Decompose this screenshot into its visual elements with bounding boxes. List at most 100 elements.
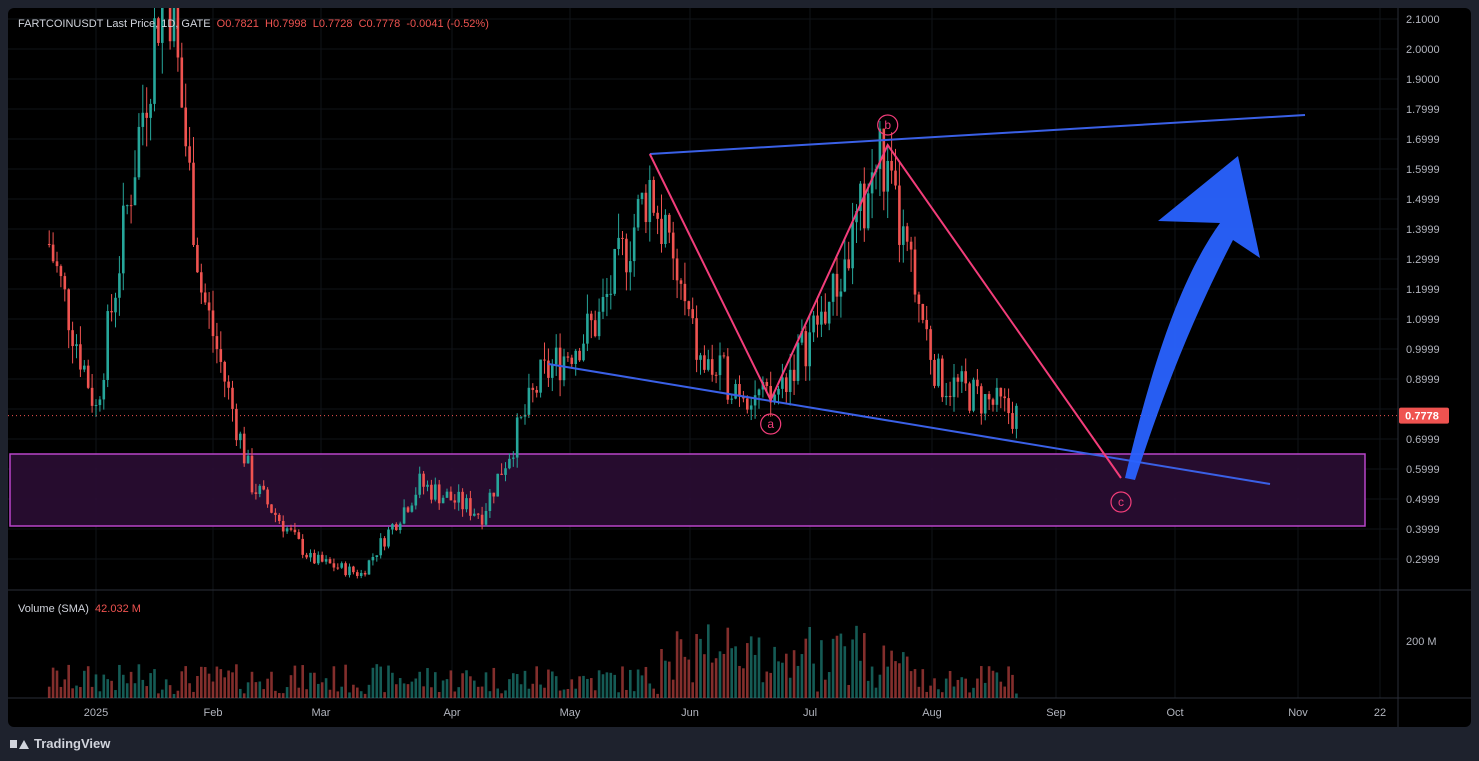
candle-body	[192, 162, 195, 245]
candle-body	[769, 385, 772, 403]
price-tick-label: 1.2999	[1406, 254, 1440, 266]
volume-bar	[242, 693, 246, 698]
candle-body	[785, 377, 788, 392]
time-tick-label: Jul	[803, 707, 817, 719]
candle-body	[519, 416, 523, 418]
volume-bar	[820, 640, 823, 698]
volume-bar	[137, 664, 141, 698]
candle-body	[960, 371, 964, 382]
time-tick-label: Feb	[204, 707, 223, 719]
volume-bar	[714, 658, 718, 698]
tradingview-brand[interactable]: TradingView	[10, 736, 110, 751]
volume-bar	[188, 683, 191, 698]
candle-body	[972, 379, 975, 411]
volume-bar	[141, 679, 145, 698]
volume-bar	[344, 664, 347, 698]
candle-body	[106, 311, 109, 380]
candle-body	[398, 523, 402, 531]
volume-bar	[944, 678, 948, 698]
candle-body	[882, 128, 886, 192]
candle-body	[125, 205, 129, 207]
volume-bar	[500, 693, 503, 698]
candle-body	[348, 566, 351, 576]
volume-bar	[149, 673, 152, 698]
candle-body	[816, 315, 819, 325]
price-tick-label: 0.2999	[1406, 554, 1440, 566]
volume-bar	[1007, 666, 1010, 698]
candle-body	[835, 273, 839, 297]
time-tick-label: Nov	[1288, 707, 1308, 719]
candle-body	[67, 289, 70, 331]
candle-body	[75, 344, 78, 347]
candle-body	[157, 18, 160, 43]
candle-body	[242, 433, 246, 464]
price-tick-label: 1.5999	[1406, 164, 1440, 176]
candle-body	[363, 572, 367, 575]
candle-body	[913, 249, 917, 295]
volume-bar	[960, 677, 964, 698]
candle-body	[742, 396, 745, 399]
candle-body	[675, 258, 679, 281]
volume-bar	[504, 690, 507, 698]
volume-bar	[211, 681, 215, 698]
volume-bar	[968, 692, 971, 698]
candle-body	[235, 408, 238, 441]
volume-bar	[925, 691, 928, 698]
candle-body	[995, 387, 999, 405]
candle-body	[952, 377, 956, 398]
chart-canvas[interactable]: 0.7778 2.1000 2.0000 1.9000 1.7999 1.6999 1.59…	[8, 8, 1471, 727]
volume-bar	[851, 639, 854, 698]
candle-body	[227, 381, 230, 388]
volume-bar	[796, 665, 800, 698]
candle-body	[426, 484, 429, 487]
candle-body	[293, 529, 297, 533]
candle-body	[929, 329, 932, 360]
volume-bar	[761, 682, 765, 698]
time-tick-label: May	[560, 707, 581, 719]
candle-body	[621, 237, 624, 239]
volume-bar	[847, 684, 850, 698]
volume-bar	[941, 692, 944, 698]
candle-body	[734, 384, 737, 399]
price-tick-label: 1.1999	[1406, 284, 1440, 296]
candle-body	[352, 566, 355, 573]
volume-bar	[86, 666, 90, 698]
volume-bar	[515, 674, 519, 698]
candle-body	[391, 524, 394, 530]
candle-body	[656, 212, 659, 219]
volume-bar	[129, 671, 133, 698]
candle-body	[90, 387, 94, 406]
volume-bar	[383, 692, 386, 698]
candle-body	[168, 8, 172, 42]
candle-body	[851, 222, 854, 269]
candle-body	[161, 8, 164, 43]
volume-bar	[859, 660, 862, 698]
candle-body	[515, 417, 519, 458]
volume-bar	[593, 690, 597, 698]
volume-bar	[340, 686, 343, 698]
volume-bar	[110, 680, 113, 698]
candle-body	[328, 559, 332, 564]
volume-bar	[184, 666, 187, 698]
candle-body	[749, 405, 753, 410]
volume-bar	[414, 678, 418, 698]
volume-bar	[566, 689, 570, 698]
chart-frame: 0.7778 2.1000 2.0000 1.9000 1.7999 1.6999 1.59…	[8, 8, 1471, 727]
candle-body	[800, 331, 804, 343]
candle-body	[632, 227, 636, 262]
price-tick-label: 1.0999	[1406, 314, 1440, 326]
candle-body	[153, 18, 156, 104]
volume-bar	[753, 654, 757, 698]
volume-bar	[839, 633, 843, 698]
volume-bar	[246, 682, 250, 698]
volume-bar	[262, 689, 265, 698]
candle-body	[886, 160, 889, 192]
volume-bar	[445, 679, 449, 698]
candle-body	[383, 538, 386, 547]
volume-bar	[266, 678, 269, 698]
candle-body	[839, 291, 843, 297]
candle-body	[410, 505, 414, 512]
candle-body	[894, 170, 897, 186]
volume-bar	[710, 662, 714, 698]
volume-bar	[730, 648, 733, 698]
